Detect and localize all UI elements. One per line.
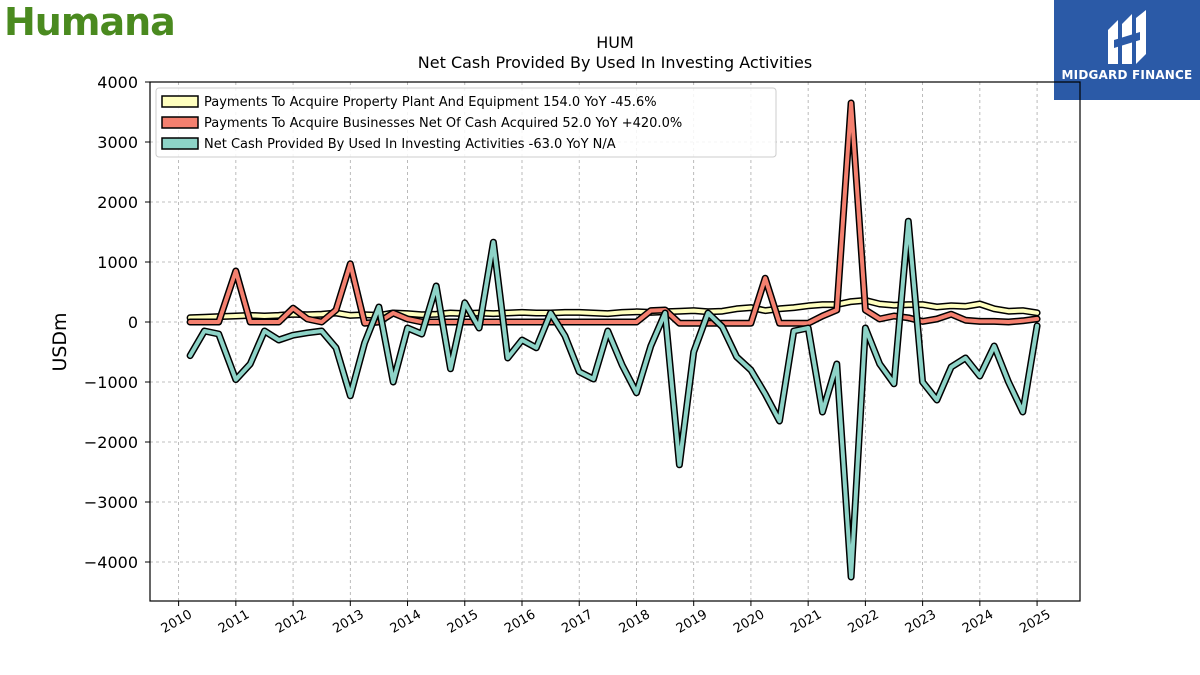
x-tick-label: 2023 [903,607,939,637]
x-tick-label: 2013 [330,607,366,637]
y-tick-label: 2000 [97,193,138,212]
x-tick-label: 2019 [674,607,710,637]
x-tick-label: 2024 [960,607,996,637]
midgard-finance-label: MIDGARD FINANCE [1061,68,1193,82]
x-tick-label: 2025 [1017,607,1053,637]
y-tick-label: −3000 [84,493,138,512]
series-lines [186,99,1041,581]
humana-logo: Humana [4,0,176,44]
x-tick-label: 2018 [617,607,653,637]
legend-label-0: Payments To Acquire Property Plant And E… [204,95,657,110]
x-tick-label: 2017 [559,607,595,637]
legend-swatch-2 [161,137,199,150]
x-tick-label: 2016 [502,607,538,637]
x-tick-label: 2022 [846,607,882,637]
series-outline-2 [186,217,1041,581]
series-line-2 [188,219,1040,579]
y-tick-label: 1000 [97,253,138,272]
midgard-finance-badge: MIDGARD FINANCE [1054,0,1200,100]
y-tick-label: 0 [128,313,138,332]
y-tick-label: 3000 [97,133,138,152]
plot-frame [149,81,1081,602]
legend-label-1: Payments To Acquire Businesses Net Of Ca… [204,116,682,131]
x-tick-label: 2015 [445,607,481,637]
x-tick-label: 2014 [388,607,424,637]
y-tick-label: −1000 [84,373,138,392]
y-tick-label: −2000 [84,433,138,452]
y-tick-label: 4000 [97,73,138,92]
y-axis-label: USDm [49,312,71,371]
x-tick-label: 2011 [216,607,252,637]
x-tick-label: 2012 [273,607,309,637]
y-tick-label: −4000 [84,553,138,572]
chart-title: HUM [596,33,634,52]
legend: Payments To Acquire Property Plant And E… [155,87,777,158]
midgard-logo-icon [1108,10,1146,64]
x-tick-label: 2021 [788,607,824,637]
legend-swatch-0 [161,95,199,108]
legend-swatch-1 [161,116,199,129]
series-line-1 [188,101,1040,326]
x-tick-label: 2020 [731,607,767,637]
legend-label-2: Net Cash Provided By Used In Investing A… [204,137,616,152]
legend-box [155,87,777,158]
x-tick-label: 2010 [159,607,195,637]
chart-subtitle: Net Cash Provided By Used In Investing A… [418,53,812,72]
